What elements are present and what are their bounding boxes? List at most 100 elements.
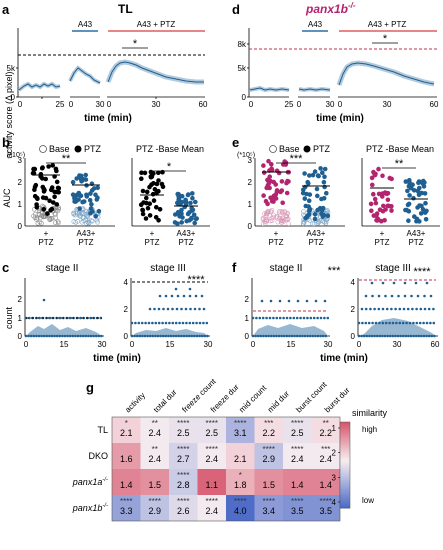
scatter-point xyxy=(274,215,279,221)
count-dot xyxy=(157,321,161,325)
scatter-point xyxy=(312,212,318,217)
scatter-point xyxy=(156,170,161,176)
count-dot xyxy=(151,334,155,338)
heatmap-cell-value: 3.3 xyxy=(120,506,133,516)
count-dot xyxy=(309,316,313,320)
count-dot xyxy=(321,334,325,338)
count-dot xyxy=(384,321,388,325)
colorbar-step xyxy=(340,460,350,464)
scatter-point xyxy=(54,179,60,185)
scatter-point xyxy=(408,185,414,191)
count-dot xyxy=(324,334,328,338)
count-dot xyxy=(153,307,156,311)
heatmap-cell-significance: **** xyxy=(149,497,161,506)
scatter-point xyxy=(372,172,378,178)
scatter-point xyxy=(423,200,428,206)
panel-b-xtick: PTZ xyxy=(38,238,53,247)
panel-b-xtick: PTZ xyxy=(78,238,93,247)
count-dot xyxy=(378,334,382,338)
count-dot xyxy=(195,334,199,338)
heatmap-cell-value: 2.4 xyxy=(148,428,161,438)
heatmap-cell-value: 2.5 xyxy=(177,428,190,438)
scatter-point xyxy=(38,172,44,177)
scatter-point xyxy=(266,158,271,164)
count-dot xyxy=(174,287,178,291)
count-dot xyxy=(403,294,407,298)
panel-a-xtick: 25 xyxy=(56,100,65,109)
count-dot xyxy=(259,334,263,338)
heatmap-cell-significance: ** xyxy=(152,419,158,428)
scatter-point xyxy=(376,166,381,172)
count-dot xyxy=(164,321,168,325)
scatter-point xyxy=(147,201,152,206)
colorbar-step xyxy=(340,458,350,462)
panel-d: d panx1b-/- 8k 5k 0 0 25 0 30 0 30 60 ti… xyxy=(232,1,439,124)
similarity-colorbar: similarity high low 1 2 3 4 xyxy=(332,408,387,509)
count-dot xyxy=(264,334,268,338)
panel-a-xtick: 0 xyxy=(107,100,112,109)
heatmap-column-label: mid dur xyxy=(266,389,291,414)
count-dot xyxy=(422,321,425,325)
colorbar-step xyxy=(340,495,350,498)
scatter-point xyxy=(279,218,285,224)
panel-f-stage3-title: stage III xyxy=(375,263,411,274)
count-dot xyxy=(398,321,402,325)
scatter-point xyxy=(280,210,285,215)
panel-f-stage2-title: stage II xyxy=(270,263,303,274)
heatmap-cell-value: 3.4 xyxy=(262,506,275,516)
panel-a-xtick: 30 xyxy=(152,100,161,109)
scatter-point xyxy=(411,188,417,193)
colorbar-step xyxy=(340,484,350,487)
colorbar-step xyxy=(340,467,350,470)
scatter-point xyxy=(160,184,166,189)
scatter-point xyxy=(89,202,94,207)
panel-f-stage2-plot xyxy=(251,299,330,338)
heatmap-cell-significance: * xyxy=(239,471,242,480)
colorbar-step xyxy=(340,430,350,434)
count-dot xyxy=(28,316,31,320)
heatmap-cell-value: 2.5 xyxy=(205,428,218,438)
panel-d-xtick: 25 xyxy=(285,100,294,109)
scatter-point xyxy=(319,196,324,202)
count-dot xyxy=(138,334,142,338)
count-dot xyxy=(147,321,151,325)
count-dot xyxy=(24,334,28,338)
heatmap-row-label: panx1a-/- xyxy=(72,477,108,487)
heatmap-cell-significance: **** xyxy=(206,445,218,454)
count-dot xyxy=(323,299,327,303)
scatter-point xyxy=(175,209,181,215)
count-dot xyxy=(292,316,296,320)
heatmap-column-label: activity xyxy=(123,391,147,415)
panel-a-trace-a43 xyxy=(69,67,101,84)
scatter-point xyxy=(143,216,149,221)
heatmap-cell xyxy=(311,417,340,443)
scatter-point xyxy=(71,211,77,217)
scatter-point xyxy=(56,186,62,191)
panel-c-ytick: 0 xyxy=(18,332,23,341)
scatter-point xyxy=(145,205,151,211)
scatter-point xyxy=(56,205,62,210)
count-dot xyxy=(425,321,429,325)
heatmap-cell-significance: **** xyxy=(291,497,303,506)
count-dot xyxy=(180,307,183,311)
count-dot xyxy=(319,334,322,338)
count-dot xyxy=(423,307,427,311)
count-dot xyxy=(374,321,378,325)
heatmap-cell xyxy=(283,469,312,495)
panel-f-xlabel: time (min) xyxy=(320,353,368,364)
heatmap-cell-significance: **** xyxy=(177,471,189,480)
scatter-point xyxy=(307,207,313,212)
heatmap-cell-value: 2.9 xyxy=(148,506,161,516)
count-dot xyxy=(198,307,201,311)
count-dot xyxy=(269,299,273,303)
legend-ptz-label: PTZ xyxy=(84,144,102,154)
heatmap-cell xyxy=(197,495,226,521)
heatmap-cell-value: 4.0 xyxy=(234,506,247,516)
scatter-point xyxy=(53,215,58,221)
panel-f-xtick: 0 xyxy=(357,340,362,349)
colorbar-step xyxy=(340,482,350,485)
count-dot xyxy=(66,334,69,338)
colorbar-step xyxy=(340,424,350,427)
scatter-point xyxy=(301,219,307,225)
count-dot xyxy=(398,307,402,311)
